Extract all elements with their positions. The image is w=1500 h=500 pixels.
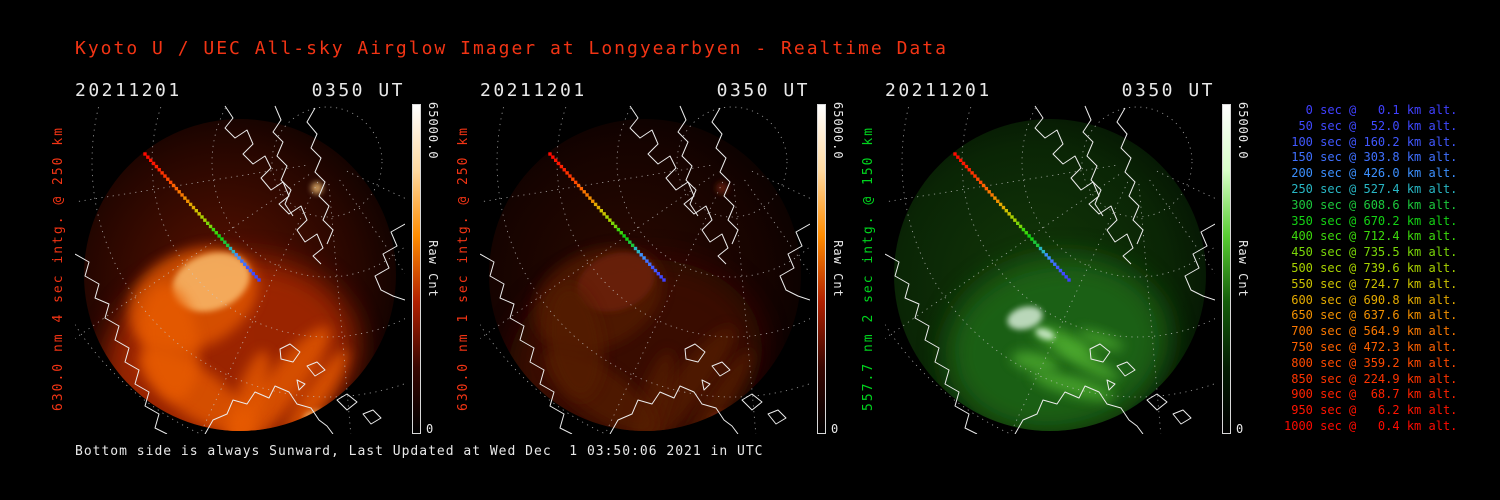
colorbar-max-label: 65000.0 [831,102,845,160]
panel-630nm-1sec: 20211201 0350 UT 630.0 nm 1 sec intg. @ … [456,80,862,442]
colorbar-min-label: 0 [1236,422,1244,436]
colorbar-gradient [817,104,826,434]
trajectory-legend-row: 500 sec @ 739.6 km alt. [1284,260,1458,275]
trajectory-legend-row: 600 sec @ 690.8 km alt. [1284,292,1458,307]
panel-time: 0350 UT [311,80,405,101]
colorbar: 65000.0 Raw Cnt 0 [817,102,861,436]
wavelength-label: 630.0 nm 4 sec intg. @ 250 km [51,126,66,412]
colorbar: 65000.0 Raw Cnt 0 [1222,102,1266,436]
panel-630nm-4sec: 20211201 0350 UT 630.0 nm 4 sec intg. @ … [51,80,457,442]
trajectory-legend-row: 250 sec @ 527.4 km alt. [1284,181,1458,196]
trajectory-legend-row: 450 sec @ 735.5 km alt. [1284,245,1458,260]
colorbar-units-label: Raw Cnt [831,240,845,298]
panel-header: 20211201 0350 UT [885,80,1215,101]
trajectory-legend-row: 550 sec @ 724.7 km alt. [1284,276,1458,291]
trajectory-legend-row: 1000 sec @ 0.4 km alt. [1284,418,1458,433]
allsky-image-557nm-2sec [885,104,1215,434]
panel-date: 20211201 [75,80,182,101]
allsky-image-630nm-1sec [480,104,810,434]
colorbar-min-label: 0 [831,422,839,436]
trajectory-legend-row: 0 sec @ 0.1 km alt. [1284,103,1458,117]
panel-date: 20211201 [885,80,992,101]
trajectory-legend: 0 sec @ 0.1 km alt. 50 sec @ 52.0 km alt… [1284,103,1457,435]
trajectory-legend-row: 900 sec @ 68.7 km alt. [1284,387,1458,402]
trajectory-legend-row: 50 sec @ 52.0 km alt. [1284,118,1458,133]
colorbar: 65000.0 Raw Cnt 0 [412,102,456,436]
trajectory-legend-row: 800 sec @ 359.2 km alt. [1284,355,1458,370]
colorbar-units-label: Raw Cnt [426,240,440,298]
panel-date: 20211201 [480,80,587,101]
trajectory-legend-row: 700 sec @ 564.9 km alt. [1284,324,1458,339]
panel-header: 20211201 0350 UT [480,80,810,101]
colorbar-min-label: 0 [426,422,434,436]
trajectory-legend-row: 950 sec @ 6.2 km alt. [1284,403,1458,418]
allsky-image-630nm-4sec [75,104,405,434]
colorbar-gradient [1222,104,1231,434]
panel-header: 20211201 0350 UT [75,80,405,101]
panel-557nm-2sec: 20211201 0350 UT 557.7 nm 2 sec intg. @ … [861,80,1267,442]
footer-status-text: Bottom side is always Sunward, Last Upda… [75,444,764,459]
trajectory-legend-row: 400 sec @ 712.4 km alt. [1284,229,1458,244]
trajectory-legend-row: 850 sec @ 224.9 km alt. [1284,371,1458,386]
panel-time: 0350 UT [1121,80,1215,101]
trajectory-legend-row: 350 sec @ 670.2 km alt. [1284,213,1458,228]
trajectory-legend-row: 100 sec @ 160.2 km alt. [1284,134,1458,149]
colorbar-units-label: Raw Cnt [1236,240,1250,298]
colorbar-max-label: 65000.0 [426,102,440,160]
wavelength-label: 630.0 nm 1 sec intg. @ 250 km [456,126,471,412]
wavelength-label: 557.7 nm 2 sec intg. @ 150 km [861,126,876,412]
panel-time: 0350 UT [716,80,810,101]
colorbar-max-label: 65000.0 [1236,102,1250,160]
page-title: Kyoto U / UEC All-sky Airglow Imager at … [75,38,948,59]
trajectory-legend-row: 650 sec @ 637.6 km alt. [1284,308,1458,323]
trajectory-legend-row: 200 sec @ 426.0 km alt. [1284,166,1458,181]
trajectory-legend-row: 150 sec @ 303.8 km alt. [1284,150,1458,165]
trajectory-legend-row: 300 sec @ 608.6 km alt. [1284,197,1458,212]
colorbar-gradient [412,104,421,434]
trajectory-legend-row: 750 sec @ 472.3 km alt. [1284,339,1458,354]
